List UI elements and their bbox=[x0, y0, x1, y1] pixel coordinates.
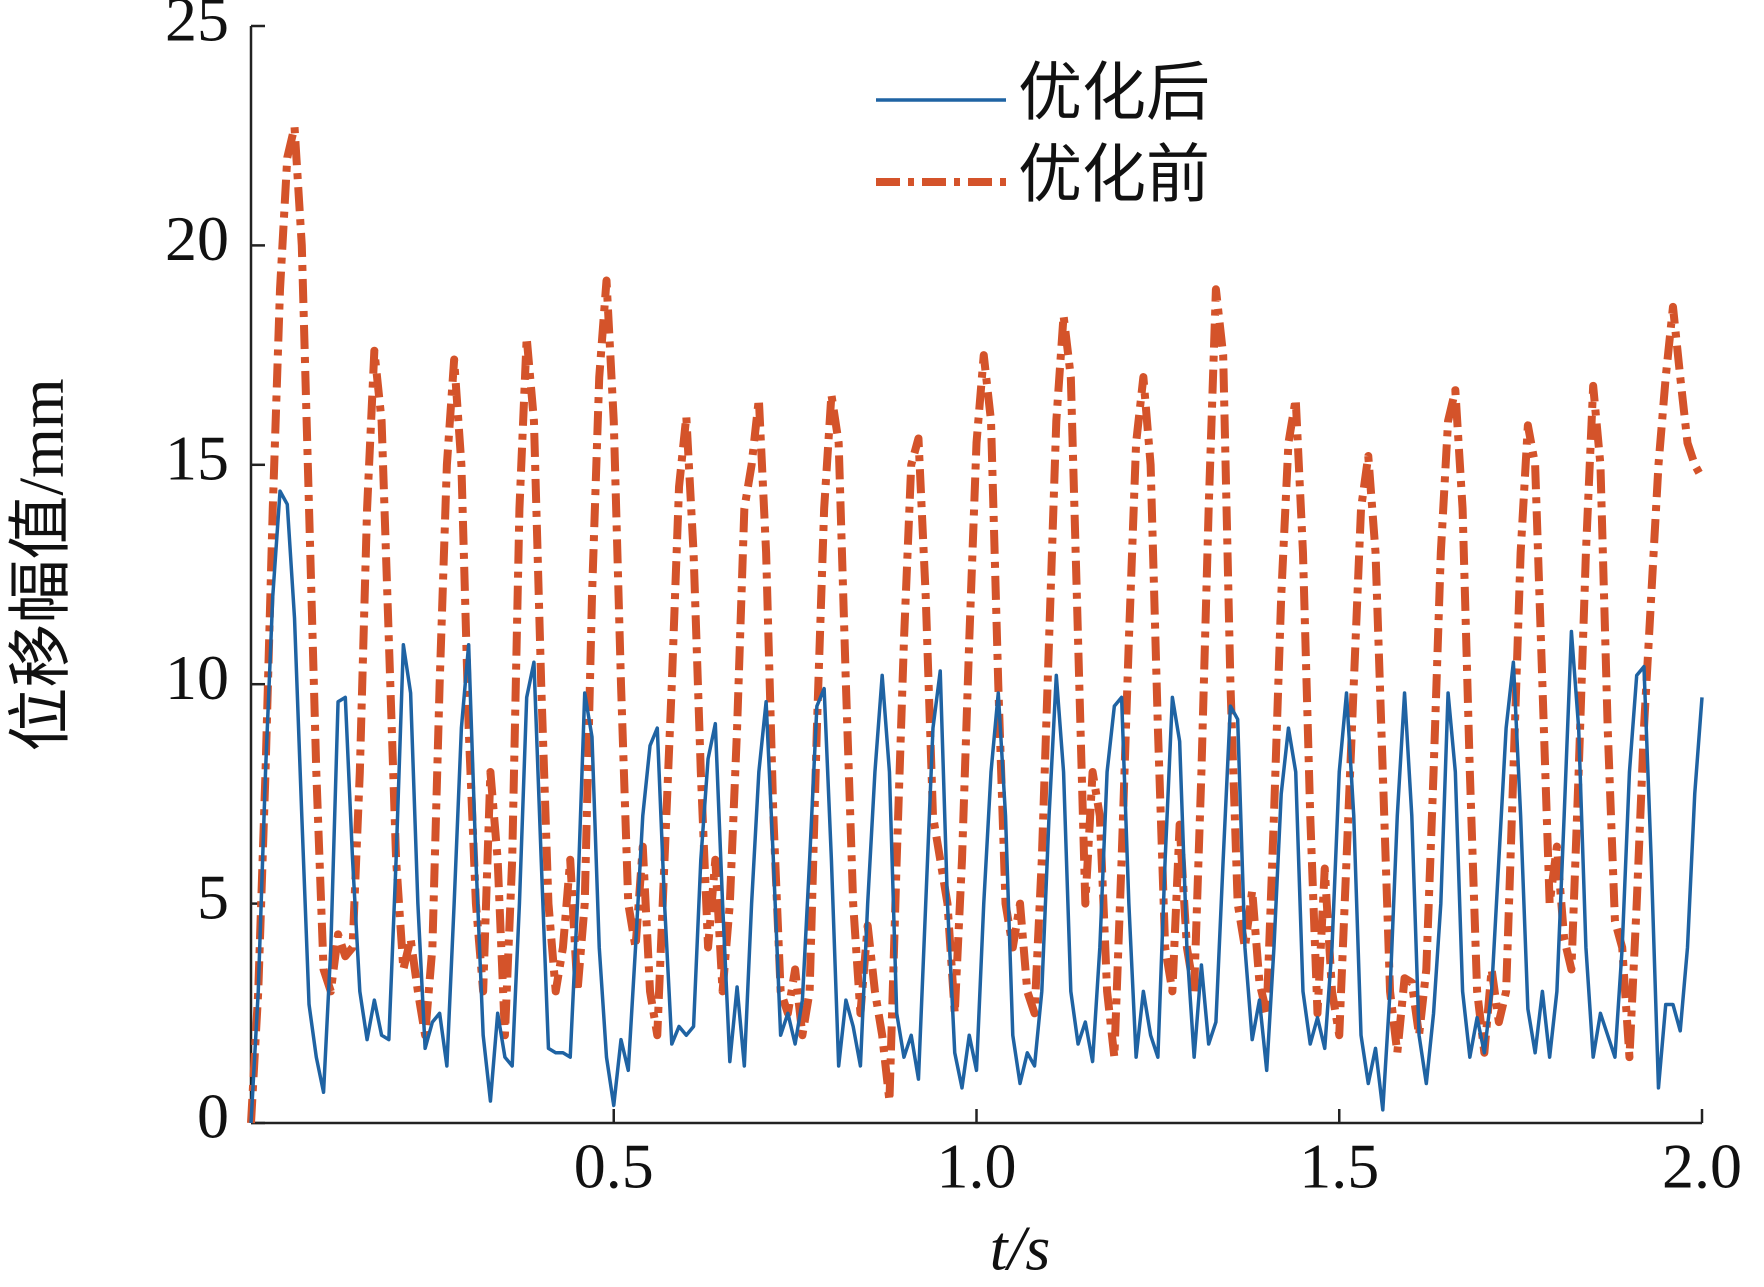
x-tick-label: 1.0 bbox=[937, 1131, 1017, 1202]
x-tick-label: 0.5 bbox=[574, 1131, 654, 1202]
y-tick-label: 20 bbox=[165, 203, 229, 274]
legend-label: 优化前 bbox=[1018, 140, 1210, 211]
series-line bbox=[247, 122, 1706, 1124]
y-tick-label: 5 bbox=[197, 861, 229, 932]
y-tick-label: 25 bbox=[165, 0, 229, 55]
x-axis-label: t/s bbox=[990, 1213, 1050, 1284]
legend-label: 优化后 bbox=[1018, 58, 1210, 129]
x-tick-label: 2.0 bbox=[1662, 1131, 1742, 1202]
y-tick-label: 15 bbox=[165, 422, 229, 493]
series-line bbox=[249, 489, 1704, 1124]
x-tick-label: 1.5 bbox=[1299, 1131, 1379, 1202]
y-tick-label: 0 bbox=[197, 1081, 229, 1152]
y-tick-label: 10 bbox=[165, 642, 229, 713]
y-axis-label: 位移幅值/mm bbox=[6, 378, 77, 751]
